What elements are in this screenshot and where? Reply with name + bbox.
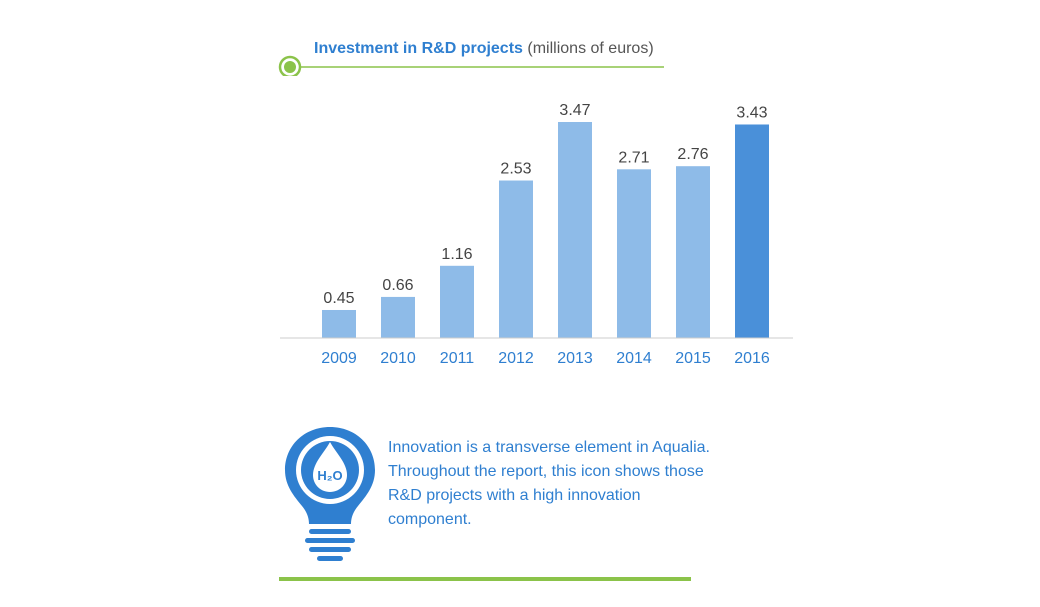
chart-title-row: Investment in R&D projects (millions of … <box>276 36 666 76</box>
value-labels: 0.45 0.66 1.16 2.53 3.47 2.71 2.76 3.43 <box>323 102 767 307</box>
value-label-2016: 3.43 <box>736 104 767 121</box>
bar-2014 <box>617 169 651 338</box>
bar-2015 <box>676 166 710 338</box>
tick-label-2010: 2010 <box>380 350 416 367</box>
innovation-note-text: Innovation is a transverse element in Aq… <box>388 439 710 528</box>
value-label-2012: 2.53 <box>500 161 531 178</box>
value-label-2009: 0.45 <box>323 290 354 307</box>
tick-label-2014: 2014 <box>616 350 652 367</box>
bars <box>322 122 769 338</box>
bar-chart: 0.45 0.66 1.16 2.53 3.47 2.71 2.76 3.43 2009 201… <box>280 102 793 367</box>
title-bullet-icon <box>278 55 664 76</box>
bar-2009 <box>322 309 356 338</box>
bar-2016 <box>735 124 769 338</box>
chart-title: Investment in R&D projects (millions of … <box>314 40 654 58</box>
bar-2010 <box>381 296 415 338</box>
value-label-2013: 3.47 <box>559 102 590 119</box>
tick-label-2016: 2016 <box>734 350 770 367</box>
value-label-2015: 2.76 <box>677 146 708 163</box>
tick-label-2013: 2013 <box>557 350 593 367</box>
icon-h2o-text: H₂O <box>317 468 342 483</box>
tick-label-2012: 2012 <box>498 350 534 367</box>
value-label-2014: 2.71 <box>618 149 649 166</box>
tick-label-2015: 2015 <box>675 350 711 367</box>
chart-title-unit: (millions of euros) <box>527 40 654 57</box>
bar-2011 <box>440 265 474 338</box>
x-tick-labels: 2009 2010 2011 2012 2013 2014 2015 2016 <box>321 350 770 367</box>
bar-2013 <box>558 122 592 338</box>
bar-2012 <box>499 180 533 338</box>
value-label-2011: 1.16 <box>441 246 472 263</box>
chart-title-main: Investment in R&D projects <box>314 40 523 57</box>
bottom-divider <box>279 577 691 581</box>
innovation-note: H₂O Innovation is a transverse element i… <box>280 420 720 570</box>
tick-label-2009: 2009 <box>321 350 357 367</box>
lightbulb-water-drop-icon: H₂O <box>285 427 375 561</box>
tick-label-2011: 2011 <box>440 350 475 367</box>
value-label-2010: 0.66 <box>382 277 413 294</box>
